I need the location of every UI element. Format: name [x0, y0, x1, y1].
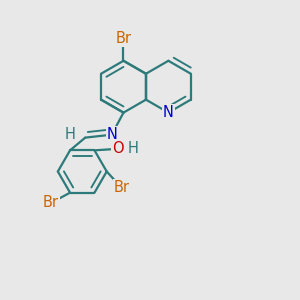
Text: O: O	[112, 141, 123, 156]
Text: N: N	[106, 127, 117, 142]
Text: Br: Br	[43, 196, 59, 211]
Text: Br: Br	[116, 31, 131, 46]
Text: H: H	[127, 141, 138, 156]
Text: N: N	[163, 105, 174, 120]
Text: Br: Br	[113, 180, 129, 195]
Text: H: H	[65, 127, 76, 142]
